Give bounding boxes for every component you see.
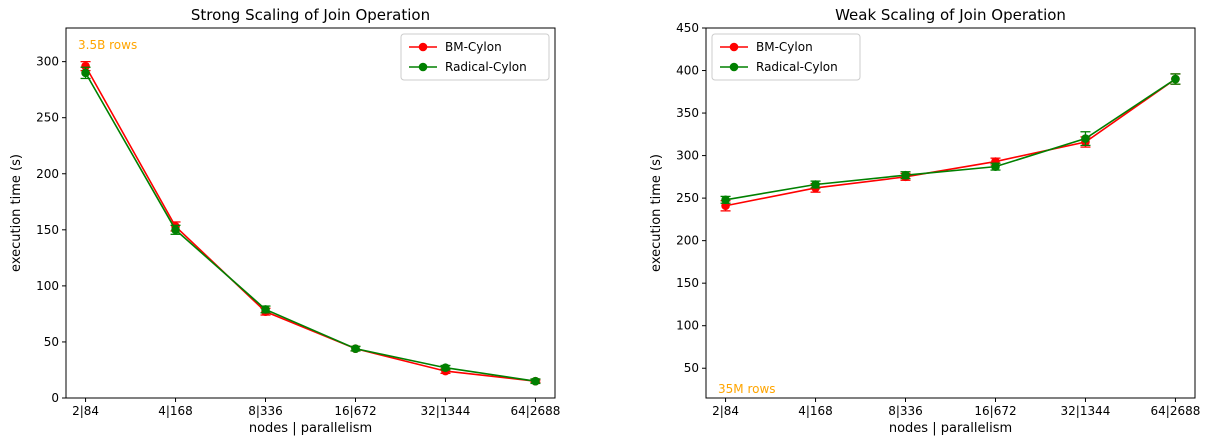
- y-axis-label: execution time (s): [9, 154, 24, 272]
- x-axis-label: nodes | parallelism: [249, 421, 372, 436]
- x-tick-label: 64|2688: [1151, 404, 1201, 418]
- data-point: [811, 180, 820, 189]
- y-tick-label: 100: [676, 319, 699, 333]
- x-axis-label: nodes | parallelism: [889, 421, 1012, 436]
- legend-marker: [418, 42, 428, 52]
- data-point: [901, 170, 910, 180]
- legend-item: Radical-Cylon: [409, 60, 527, 74]
- plot-frame: [705, 27, 1196, 399]
- x-tick-label: 16|672: [974, 404, 1016, 418]
- y-tick-label: 200: [36, 167, 59, 181]
- y-tick-label: 300: [36, 55, 59, 69]
- legend-item: BM-Cylon: [720, 40, 813, 54]
- data-point: [441, 363, 450, 373]
- y-tick-label: 100: [36, 279, 59, 293]
- legend-marker: [729, 62, 739, 72]
- series-radical-cylon: [80, 66, 541, 386]
- rows-annotation: 35M rows: [718, 382, 776, 396]
- legend-label: BM-Cylon: [445, 40, 502, 54]
- data-point: [991, 162, 1000, 171]
- legend-item: Radical-Cylon: [720, 60, 838, 74]
- y-tick-label: 50: [44, 335, 59, 349]
- y-tick-label: 300: [676, 149, 699, 163]
- x-tick-label: 32|1344: [1061, 404, 1111, 418]
- chart-title: Strong Scaling of Join Operation: [191, 6, 430, 24]
- y-tick-label: 450: [676, 21, 699, 35]
- chart-panel-2: Weak Scaling of Join Operation 50 100 150 20…: [649, 6, 1200, 436]
- y-tick-label: 150: [676, 276, 699, 290]
- legend-label: BM-Cylon: [756, 40, 813, 54]
- legend: BM-Cylon Radical-Cylon: [400, 33, 550, 81]
- series-line: [725, 78, 1176, 201]
- y-tick-label: 150: [36, 223, 59, 237]
- series-bm-cylon: [720, 73, 1181, 212]
- data-point: [351, 344, 360, 353]
- legend-marker: [418, 62, 428, 72]
- series-bm-cylon: [80, 60, 541, 386]
- data-point: [721, 195, 730, 205]
- x-tick-label: 32|1344: [421, 404, 471, 418]
- legend-box: [400, 33, 550, 81]
- x-tick-label: 2|84: [712, 404, 739, 418]
- y-tick-label: 0: [51, 391, 59, 405]
- x-tick-label: 16|672: [334, 404, 376, 418]
- x-tick-label: 2|84: [72, 404, 99, 418]
- data-point: [81, 61, 90, 71]
- data-point: [1171, 74, 1180, 84]
- data-point: [81, 68, 90, 78]
- series-line: [84, 65, 536, 382]
- x-tick-label: 4|168: [798, 404, 833, 418]
- chart-title: Weak Scaling of Join Operation: [835, 6, 1066, 24]
- legend-label: Radical-Cylon: [756, 60, 838, 74]
- data-point: [1081, 134, 1090, 143]
- series-line: [725, 78, 1176, 207]
- data-point: [261, 305, 270, 314]
- plot-frame: [65, 27, 556, 399]
- y-tick-label: 200: [676, 234, 699, 248]
- series-line: [84, 72, 536, 382]
- x-tick-label: 8|336: [888, 404, 923, 418]
- y-tick-label: 250: [36, 111, 59, 125]
- y-tick-label: 350: [676, 106, 699, 120]
- legend: BM-Cylon Radical-Cylon: [711, 33, 861, 81]
- legend-box: [711, 33, 861, 81]
- legend-item: BM-Cylon: [409, 40, 502, 54]
- chart-panel-1: Strong Scaling of Join Operation 0 50 100 15…: [9, 6, 560, 436]
- rows-annotation: 3.5B rows: [78, 38, 137, 52]
- y-tick-label: 50: [684, 361, 699, 375]
- data-point: [531, 376, 540, 386]
- y-tick-label: 400: [676, 64, 699, 78]
- x-tick-label: 8|336: [248, 404, 283, 418]
- series-radical-cylon: [720, 73, 1181, 205]
- x-tick-label: 4|168: [158, 404, 193, 418]
- legend-label: Radical-Cylon: [445, 60, 527, 74]
- legend-marker: [729, 42, 739, 52]
- data-point: [171, 225, 180, 235]
- y-tick-label: 250: [676, 191, 699, 205]
- y-axis-label: execution time (s): [649, 154, 664, 272]
- x-tick-label: 64|2688: [511, 404, 561, 418]
